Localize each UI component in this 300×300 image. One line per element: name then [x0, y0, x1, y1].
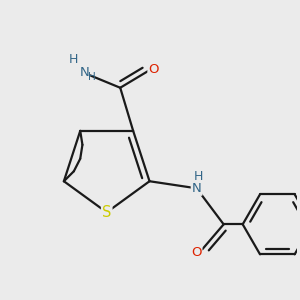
Text: N: N	[192, 182, 202, 195]
Text: S: S	[102, 205, 111, 220]
Text: H: H	[88, 72, 96, 82]
Text: H: H	[194, 170, 203, 183]
Text: O: O	[191, 246, 201, 259]
Text: O: O	[148, 64, 159, 76]
Text: H: H	[69, 52, 79, 66]
Text: N: N	[79, 66, 89, 80]
